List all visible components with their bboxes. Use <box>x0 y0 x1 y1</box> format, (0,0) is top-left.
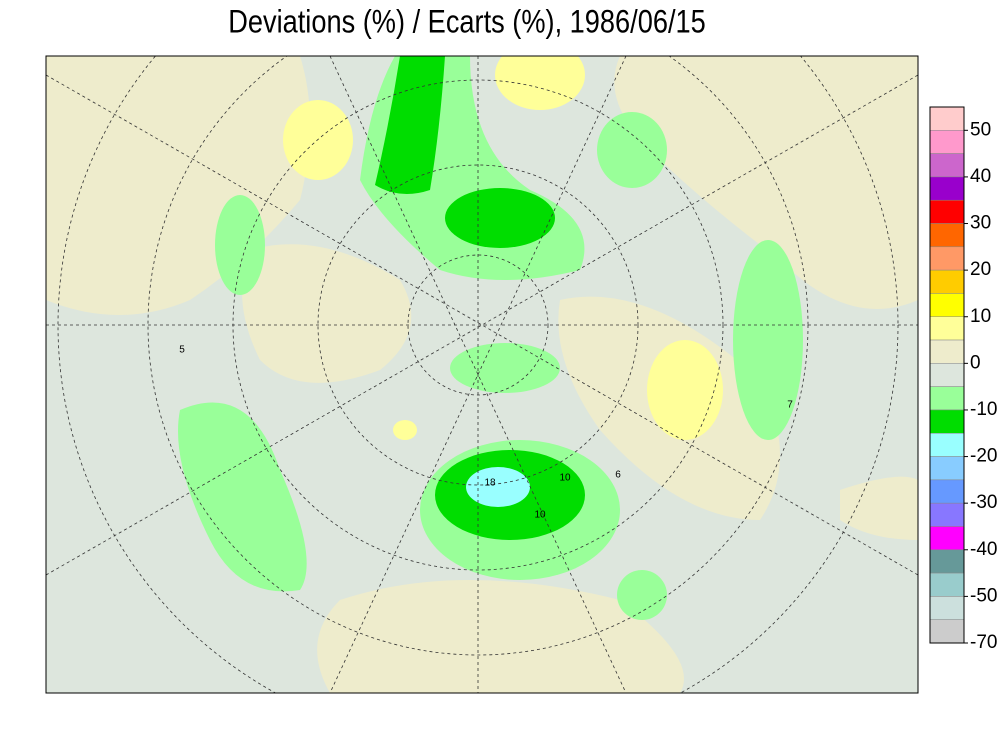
colorbar-swatch <box>929 153 965 178</box>
colorbar-swatch <box>929 316 965 341</box>
colorbar-label: -10 <box>970 399 997 420</box>
colorbar-label: -20 <box>970 446 997 467</box>
colorbar-swatch <box>929 549 965 574</box>
colorbar-label: 10 <box>970 306 991 327</box>
colorbar-label: 30 <box>970 213 991 234</box>
colorbar-label: -40 <box>970 539 997 560</box>
contour-label: 10 <box>534 510 546 521</box>
colorbar-swatch <box>929 199 965 224</box>
colorbar-swatch <box>929 339 965 364</box>
colorbar-swatch <box>929 223 965 248</box>
colorbar-swatch <box>929 386 965 411</box>
colorbar-swatch <box>929 269 965 294</box>
map-frame <box>45 55 919 694</box>
contour-label: 5 <box>179 345 185 356</box>
colorbar-label: -50 <box>970 585 997 606</box>
colorbar-label: -30 <box>970 492 997 513</box>
title: Deviations (%) / Ecarts (%), 1986/06/15 <box>228 4 706 40</box>
map: 18 10 10 6 5 7 <box>45 55 919 694</box>
colorbar-swatch <box>929 106 965 131</box>
colorbar-swatch <box>929 619 965 644</box>
colorbar-swatch <box>929 246 965 271</box>
colorbar-swatch <box>929 409 965 434</box>
colorbar-label: 0 <box>970 352 981 373</box>
contour-label: 18 <box>484 478 496 489</box>
colorbar-swatch <box>929 130 965 154</box>
colorbar-swatch <box>929 572 965 597</box>
contour-label: 10 <box>559 473 571 484</box>
contour-label: 6 <box>615 470 621 481</box>
contour-label: 7 <box>787 400 793 411</box>
colorbar-swatch <box>929 596 965 620</box>
colorbar-label: 20 <box>970 259 991 280</box>
colorbar-swatch <box>929 456 965 481</box>
colorbar-swatch <box>929 363 965 387</box>
colorbar-label: -70 <box>970 632 997 653</box>
colorbar-swatch <box>929 526 965 551</box>
colorbar-swatch <box>929 502 965 527</box>
colorbar-swatch <box>929 433 965 457</box>
colorbar-swatch <box>929 176 965 201</box>
colorbar-frame <box>929 106 965 644</box>
colorbar: 50 40 30 20 10 0 -10 -20 -30 -40 -50 -70 <box>929 106 997 653</box>
colorbar-swatch <box>929 293 965 317</box>
field <box>46 56 918 693</box>
colorbar-label: 40 <box>970 166 991 187</box>
colorbar-label: 50 <box>970 119 991 140</box>
colorbar-swatch <box>929 479 965 504</box>
